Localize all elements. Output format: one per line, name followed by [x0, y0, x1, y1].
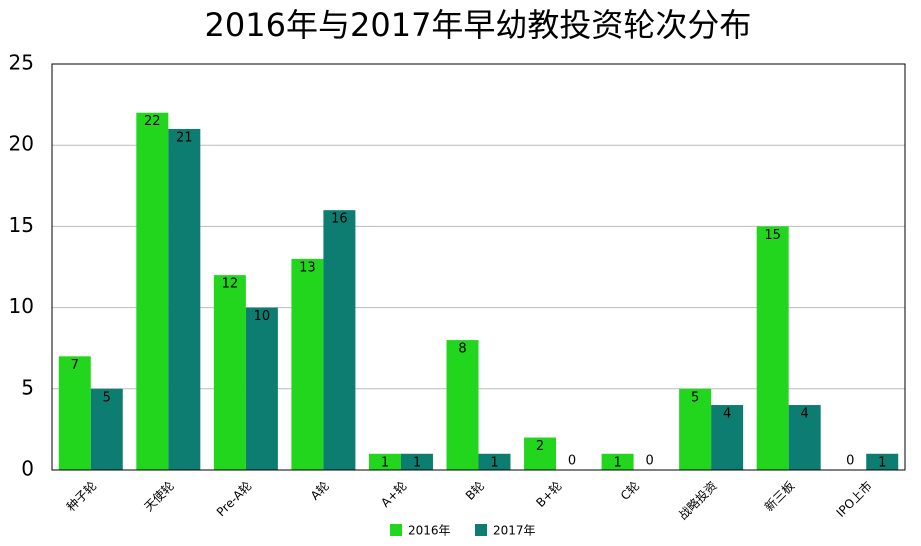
bar [58, 356, 91, 470]
bar [446, 340, 479, 470]
y-tick-label: 10 [9, 294, 34, 318]
bar [136, 112, 169, 470]
data-label: 15 [764, 228, 781, 243]
y-tick-label: 15 [9, 213, 34, 237]
bar [679, 388, 712, 470]
x-tick-label: IPO上市 [833, 478, 875, 520]
legend-label: 2017年 [493, 524, 536, 538]
x-tick-label: 种子轮 [64, 479, 99, 514]
x-tick-label: C轮 [618, 479, 642, 503]
data-label: 1 [381, 455, 389, 470]
bar [291, 258, 324, 470]
data-label: 1 [490, 455, 498, 470]
bar [400, 453, 433, 470]
bar [90, 388, 123, 470]
x-tick-label: B+轮 [533, 479, 564, 510]
data-label: 4 [801, 407, 809, 422]
bar [524, 437, 557, 470]
data-label: 2 [536, 439, 544, 454]
bar [213, 275, 246, 470]
bar [788, 405, 821, 470]
bar [866, 453, 899, 470]
data-label: 12 [222, 277, 239, 292]
x-tick-label: 天使轮 [141, 478, 177, 514]
bar [756, 226, 789, 470]
x-tick-label: A轮 [308, 479, 332, 503]
data-label: 0 [568, 454, 576, 469]
legend-swatch [390, 524, 402, 536]
data-label: 5 [691, 390, 699, 405]
data-label: 0 [846, 454, 854, 469]
bar [601, 453, 634, 470]
y-tick-label: 5 [21, 375, 34, 399]
data-label: 4 [723, 407, 731, 422]
chart-title: 2016年与2017年早幼教投资轮次分布 [205, 6, 752, 44]
legend-swatch [475, 524, 487, 536]
data-label: 1 [613, 455, 621, 470]
bar [368, 453, 401, 470]
bar [245, 307, 278, 470]
y-tick-label: 25 [9, 51, 34, 75]
y-tick-label: 20 [9, 132, 34, 156]
data-label: 16 [331, 212, 348, 227]
x-tick-label: Pre-A轮 [214, 479, 255, 520]
x-tick-label: 战略投资 [675, 478, 720, 523]
data-label: 5 [103, 390, 111, 405]
legend-label: 2016年 [408, 524, 451, 538]
data-label: 1 [413, 455, 421, 470]
data-label: 21 [176, 130, 193, 145]
x-tick-label: B轮 [463, 479, 487, 503]
bar [711, 405, 744, 470]
data-label: 10 [254, 309, 271, 324]
bar [478, 453, 511, 470]
data-label: 13 [299, 260, 316, 275]
data-label: 8 [458, 342, 466, 357]
bar [323, 210, 356, 470]
x-tick-label: A+轮 [378, 479, 409, 510]
bar [168, 128, 201, 470]
data-label: 1 [878, 455, 886, 470]
data-label: 22 [144, 114, 161, 129]
data-label: 0 [645, 454, 653, 469]
x-tick-label: 新三板 [761, 478, 797, 514]
plot-border [51, 63, 906, 471]
y-tick-label: 0 [21, 457, 34, 481]
data-label: 7 [71, 358, 79, 373]
